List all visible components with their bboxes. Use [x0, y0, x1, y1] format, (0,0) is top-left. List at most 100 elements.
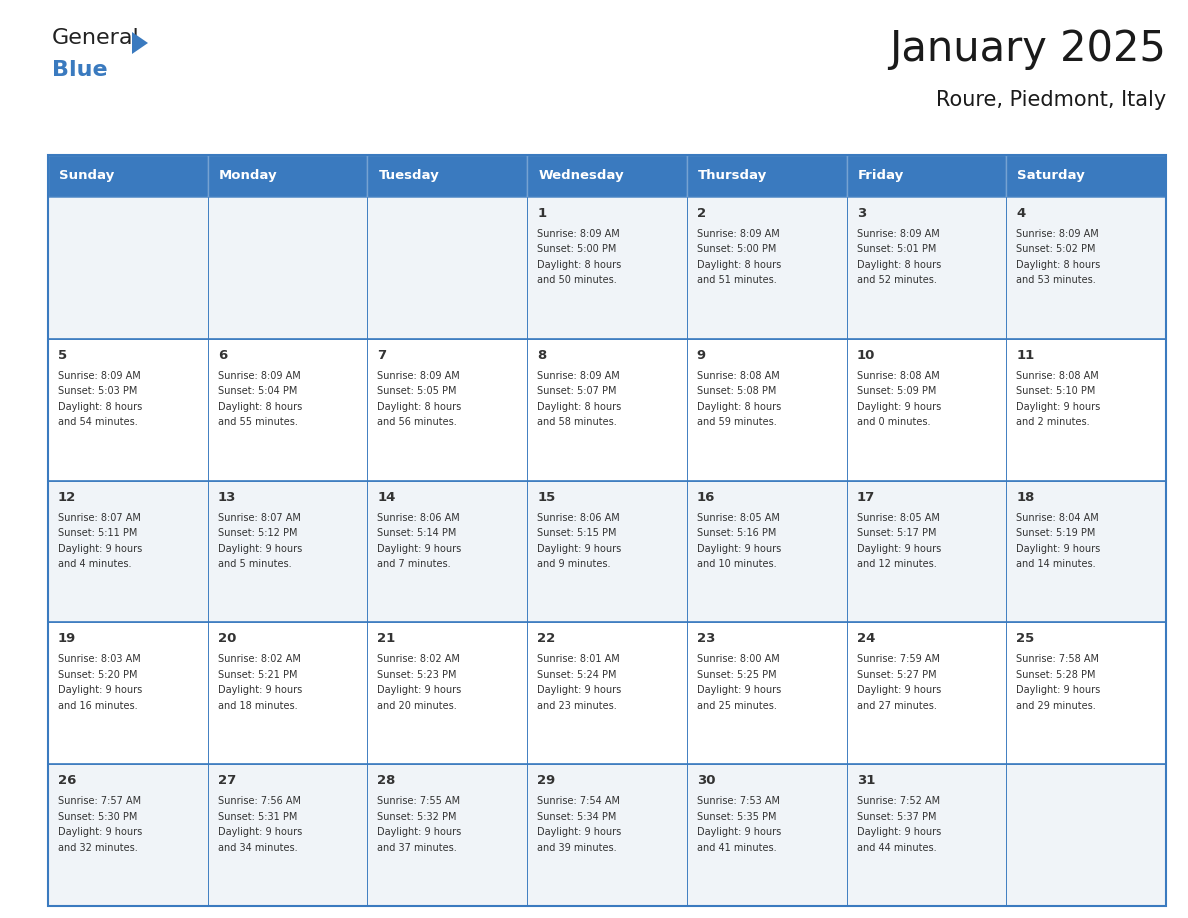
Text: Sunrise: 8:09 AM: Sunrise: 8:09 AM	[378, 371, 460, 381]
Text: Sunrise: 8:07 AM: Sunrise: 8:07 AM	[217, 512, 301, 522]
Bar	[847, 622, 1006, 764]
Bar	[847, 155, 1006, 197]
Text: Sunrise: 8:06 AM: Sunrise: 8:06 AM	[378, 512, 460, 522]
Text: Blue: Blue	[52, 60, 108, 80]
Text: 14: 14	[378, 490, 396, 504]
Text: Sunset: 5:00 PM: Sunset: 5:00 PM	[537, 244, 617, 254]
Bar	[687, 622, 847, 764]
Bar	[208, 197, 367, 339]
Text: and 41 minutes.: and 41 minutes.	[697, 843, 777, 853]
Bar	[687, 197, 847, 339]
Bar	[48, 339, 208, 481]
Text: 2: 2	[697, 207, 706, 220]
Bar	[847, 339, 1006, 481]
Bar	[527, 339, 687, 481]
Text: Sunset: 5:02 PM: Sunset: 5:02 PM	[1016, 244, 1095, 254]
Text: and 39 minutes.: and 39 minutes.	[537, 843, 617, 853]
Text: Daylight: 9 hours: Daylight: 9 hours	[378, 827, 462, 837]
Text: Saturday: Saturday	[1017, 170, 1085, 183]
Text: Sunrise: 8:09 AM: Sunrise: 8:09 AM	[217, 371, 301, 381]
Text: 8: 8	[537, 349, 546, 362]
Text: Wednesday: Wednesday	[538, 170, 624, 183]
Text: Sunrise: 7:52 AM: Sunrise: 7:52 AM	[857, 796, 940, 806]
Text: Daylight: 9 hours: Daylight: 9 hours	[58, 686, 143, 696]
Text: Sunrise: 8:01 AM: Sunrise: 8:01 AM	[537, 655, 620, 665]
Bar	[48, 764, 208, 906]
Text: and 16 minutes.: and 16 minutes.	[58, 701, 138, 711]
Text: Sunrise: 8:04 AM: Sunrise: 8:04 AM	[1016, 512, 1099, 522]
Text: and 54 minutes.: and 54 minutes.	[58, 418, 138, 427]
Text: Daylight: 9 hours: Daylight: 9 hours	[697, 686, 781, 696]
Text: Sunrise: 8:09 AM: Sunrise: 8:09 AM	[1016, 229, 1099, 239]
Bar	[527, 197, 687, 339]
Text: Sunset: 5:10 PM: Sunset: 5:10 PM	[1016, 386, 1095, 397]
Text: and 55 minutes.: and 55 minutes.	[217, 418, 297, 427]
Text: 7: 7	[378, 349, 386, 362]
Text: Daylight: 9 hours: Daylight: 9 hours	[58, 827, 143, 837]
Text: and 12 minutes.: and 12 minutes.	[857, 559, 936, 569]
Text: 3: 3	[857, 207, 866, 220]
Text: Sunset: 5:00 PM: Sunset: 5:00 PM	[697, 244, 776, 254]
Text: Daylight: 8 hours: Daylight: 8 hours	[58, 402, 143, 412]
Text: and 7 minutes.: and 7 minutes.	[378, 559, 451, 569]
Bar	[1006, 197, 1165, 339]
Text: and 0 minutes.: and 0 minutes.	[857, 418, 930, 427]
Text: Daylight: 9 hours: Daylight: 9 hours	[857, 827, 941, 837]
Bar	[367, 764, 527, 906]
Text: January 2025: January 2025	[889, 28, 1165, 70]
Text: 19: 19	[58, 633, 76, 645]
Text: Daylight: 8 hours: Daylight: 8 hours	[537, 402, 621, 412]
Text: 13: 13	[217, 490, 236, 504]
Text: Daylight: 8 hours: Daylight: 8 hours	[217, 402, 302, 412]
Text: Sunset: 5:08 PM: Sunset: 5:08 PM	[697, 386, 776, 397]
Bar	[367, 481, 527, 622]
Text: and 27 minutes.: and 27 minutes.	[857, 701, 936, 711]
Text: Sunday: Sunday	[59, 170, 114, 183]
Text: Daylight: 9 hours: Daylight: 9 hours	[857, 402, 941, 412]
Text: Monday: Monday	[219, 170, 278, 183]
Text: Sunrise: 8:06 AM: Sunrise: 8:06 AM	[537, 512, 620, 522]
Text: Sunrise: 7:59 AM: Sunrise: 7:59 AM	[857, 655, 940, 665]
Text: Daylight: 9 hours: Daylight: 9 hours	[217, 543, 302, 554]
Text: 27: 27	[217, 774, 236, 788]
Text: Roure, Piedmont, Italy: Roure, Piedmont, Italy	[936, 90, 1165, 110]
Text: Sunset: 5:31 PM: Sunset: 5:31 PM	[217, 812, 297, 822]
Bar	[367, 622, 527, 764]
Text: 9: 9	[697, 349, 706, 362]
Text: and 59 minutes.: and 59 minutes.	[697, 418, 777, 427]
Text: Sunrise: 7:54 AM: Sunrise: 7:54 AM	[537, 796, 620, 806]
Bar	[208, 339, 367, 481]
Text: Sunrise: 8:00 AM: Sunrise: 8:00 AM	[697, 655, 779, 665]
Bar	[48, 197, 208, 339]
Text: 18: 18	[1016, 490, 1035, 504]
Text: Daylight: 9 hours: Daylight: 9 hours	[537, 827, 621, 837]
Bar	[847, 764, 1006, 906]
Text: Daylight: 9 hours: Daylight: 9 hours	[378, 543, 462, 554]
Bar	[527, 481, 687, 622]
Text: 28: 28	[378, 774, 396, 788]
Text: Friday: Friday	[858, 170, 904, 183]
Text: General: General	[52, 28, 140, 48]
Text: Sunset: 5:27 PM: Sunset: 5:27 PM	[857, 670, 936, 680]
Text: Sunrise: 8:09 AM: Sunrise: 8:09 AM	[537, 229, 620, 239]
Text: 15: 15	[537, 490, 556, 504]
Text: Sunset: 5:28 PM: Sunset: 5:28 PM	[1016, 670, 1095, 680]
Text: Sunrise: 8:08 AM: Sunrise: 8:08 AM	[697, 371, 779, 381]
Text: and 18 minutes.: and 18 minutes.	[217, 701, 297, 711]
Text: Sunset: 5:03 PM: Sunset: 5:03 PM	[58, 386, 138, 397]
Text: Daylight: 8 hours: Daylight: 8 hours	[378, 402, 462, 412]
Text: Daylight: 9 hours: Daylight: 9 hours	[378, 686, 462, 696]
Text: and 56 minutes.: and 56 minutes.	[378, 418, 457, 427]
Text: Daylight: 9 hours: Daylight: 9 hours	[217, 686, 302, 696]
Text: Sunrise: 8:05 AM: Sunrise: 8:05 AM	[697, 512, 779, 522]
Bar	[48, 155, 208, 197]
Text: and 25 minutes.: and 25 minutes.	[697, 701, 777, 711]
Text: Sunset: 5:04 PM: Sunset: 5:04 PM	[217, 386, 297, 397]
Text: and 14 minutes.: and 14 minutes.	[1016, 559, 1095, 569]
Text: Sunset: 5:23 PM: Sunset: 5:23 PM	[378, 670, 457, 680]
Text: Sunset: 5:12 PM: Sunset: 5:12 PM	[217, 528, 297, 538]
Text: 1: 1	[537, 207, 546, 220]
Bar	[687, 764, 847, 906]
Bar	[1006, 339, 1165, 481]
Text: Daylight: 9 hours: Daylight: 9 hours	[537, 686, 621, 696]
